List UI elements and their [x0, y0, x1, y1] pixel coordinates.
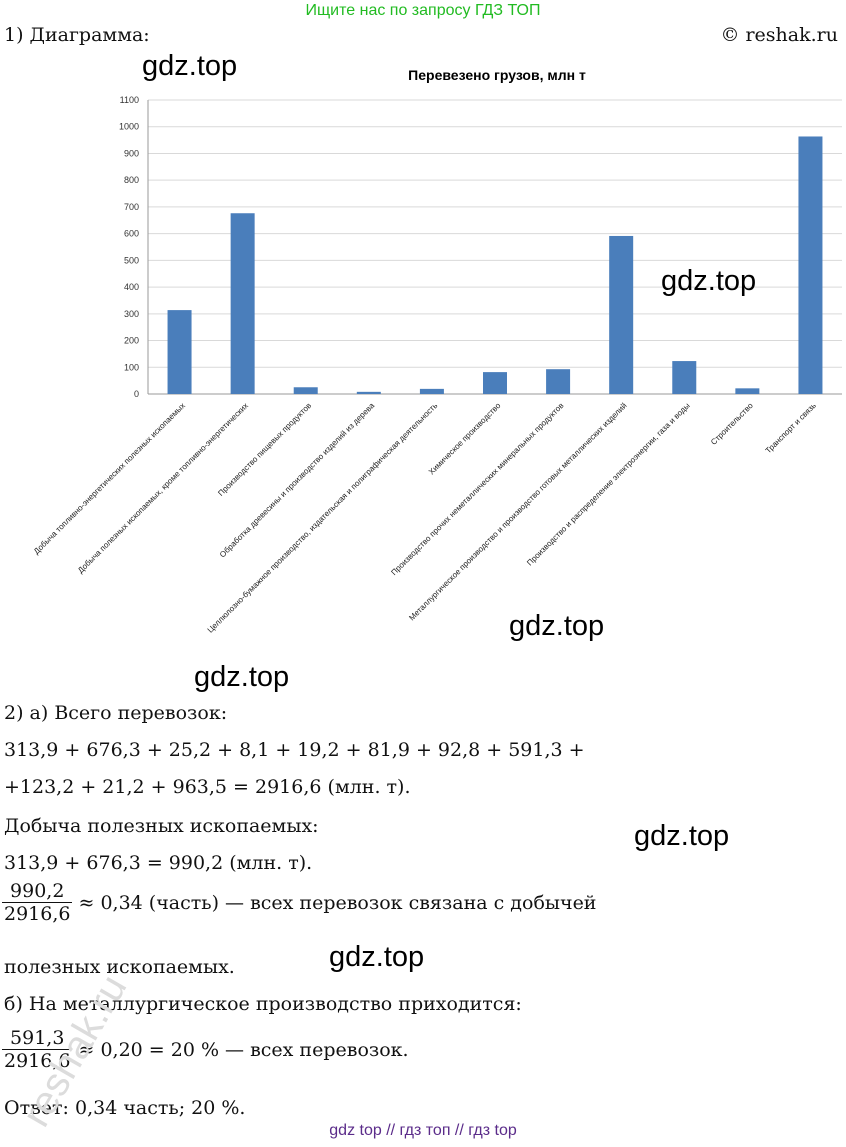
copyright: © reshak.ru — [720, 24, 838, 46]
y-tick-label: 1000 — [119, 122, 139, 132]
watermark: gdz.top — [329, 941, 425, 973]
fraction-continuation: полезных ископаемых. — [4, 956, 235, 978]
sum-line-2: +123,2 + 21,2 + 963,5 = 2916,6 (млн. т). — [4, 776, 411, 798]
bar — [483, 372, 507, 394]
bar — [735, 388, 760, 394]
y-tick-label: 400 — [124, 282, 139, 292]
bar — [293, 387, 318, 394]
fraction-text: ≈ 0,34 (часть) — всех перевозок связана … — [78, 891, 597, 914]
y-tick-label: 100 — [124, 362, 139, 372]
fraction-denominator: 2916,6 — [2, 902, 73, 925]
bar — [230, 213, 255, 394]
fraction-row-2: 591,3 2916,6 ≈ 0,20 = 20 % — всех перево… — [2, 1027, 409, 1072]
y-tick-label: 800 — [124, 175, 139, 185]
watermark: gdz.top — [661, 265, 757, 297]
bar — [167, 310, 192, 394]
fraction-metallurgy: 591,3 2916,6 — [2, 1027, 73, 1072]
watermark: gdz.top — [194, 661, 290, 693]
fraction-mining: 990,2 2916,6 — [2, 880, 73, 925]
answer: Ответ: 0,34 часть; 20 %. — [4, 1097, 246, 1119]
x-category-label: Металлургическое производство и производ… — [407, 401, 628, 622]
bar — [546, 369, 571, 394]
y-tick-label: 700 — [124, 202, 139, 212]
bar — [419, 388, 444, 394]
y-tick-label: 300 — [124, 309, 139, 319]
y-tick-label: 200 — [124, 336, 139, 346]
chart-title: Перевезено грузов, млн т — [408, 67, 586, 83]
watermark: gdz.top — [509, 610, 605, 642]
watermark: gdz.top — [142, 50, 238, 82]
x-category-label: Добыча топливно-энергетических полезных … — [32, 401, 187, 556]
x-category-label: Химическое производство — [427, 401, 503, 477]
fraction-numerator: 990,2 — [10, 880, 65, 902]
mining-sum: 313,9 + 676,3 = 990,2 (млн. т). — [4, 852, 313, 874]
bar — [672, 361, 697, 394]
x-category-label: Строительство — [709, 401, 755, 447]
fraction-denominator: 2916,6 — [2, 1049, 73, 1072]
sum-line-1: 313,9 + 676,3 + 25,2 + 8,1 + 19,2 + 81,9… — [4, 739, 585, 761]
fraction-numerator: 591,3 — [10, 1027, 65, 1049]
part1-label: 1) Диаграмма: — [4, 24, 150, 46]
fraction-row-1: 990,2 2916,6 ≈ 0,34 (часть) — всех перев… — [2, 880, 596, 925]
bar-chart: Перевезено грузов, млн т 0 100 200 300 400 50… — [32, 67, 842, 635]
x-category-label: Целлюлозно-бумажное производство, издате… — [206, 401, 440, 635]
top-banner: Ищите нас по запросу ГДЗ ТОП — [305, 2, 541, 19]
bar — [798, 136, 823, 394]
watermark: gdz.top — [634, 820, 730, 852]
mining-heading: Добыча полезных ископаемых: — [4, 815, 319, 837]
y-tick-label: 1100 — [120, 95, 139, 105]
y-tick-label: 600 — [124, 229, 139, 239]
y-tick-label: 900 — [124, 148, 139, 158]
bar — [609, 235, 634, 394]
footer-links: gdz top // гдз топ // гдз top — [329, 1122, 517, 1139]
part-a-heading: 2) а) Всего перевозок: — [4, 702, 228, 724]
y-tick-label: 0 — [134, 389, 139, 399]
fraction-text: ≈ 0,20 = 20 % — всех перевозок. — [78, 1038, 409, 1061]
x-category-label: Транспорт и связь — [764, 401, 818, 455]
y-tick-label: 500 — [124, 255, 139, 265]
bar — [356, 391, 381, 394]
part-b-heading: б) На металлургическое производство прих… — [4, 993, 522, 1015]
